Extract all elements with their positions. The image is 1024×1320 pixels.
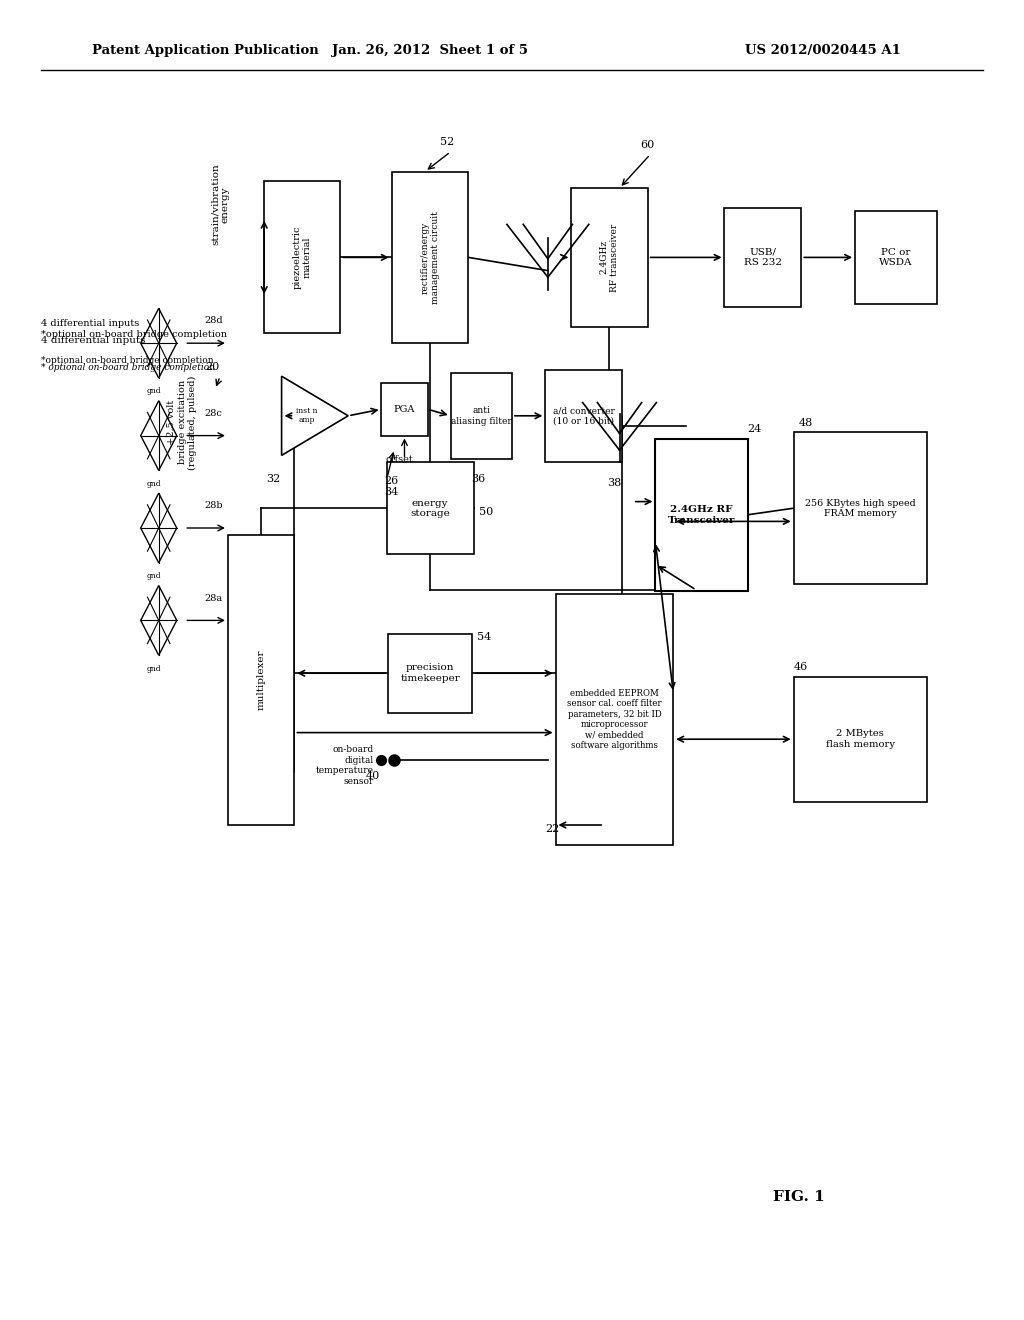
Text: inst n
amp: inst n amp (297, 407, 317, 425)
Text: anti
aliasing filter: anti aliasing filter (451, 407, 512, 425)
Text: 2.4GHz RF
Transceiver: 2.4GHz RF Transceiver (668, 506, 735, 524)
Text: 34: 34 (384, 487, 398, 498)
Bar (388, 634, 472, 713)
Text: 60: 60 (640, 140, 654, 150)
Text: 54: 54 (477, 632, 492, 643)
Text: US 2012/0020445 A1: US 2012/0020445 A1 (745, 44, 901, 57)
Text: a/d converter
(10 or 16 bit): a/d converter (10 or 16 bit) (553, 407, 614, 425)
Bar (571, 187, 647, 326)
Text: PGA: PGA (394, 405, 415, 413)
Bar (794, 676, 927, 801)
Bar (387, 462, 473, 554)
Text: offset: offset (385, 455, 414, 465)
Bar (555, 594, 674, 845)
Text: 52: 52 (440, 137, 455, 148)
Text: 46: 46 (794, 661, 808, 672)
Polygon shape (282, 376, 348, 455)
Bar (227, 535, 295, 825)
Text: 48: 48 (799, 417, 813, 428)
Text: on-board
digital
temperature
sensor: on-board digital temperature sensor (315, 746, 374, 785)
Text: 256 KBytes high speed
FRAM memory: 256 KBytes high speed FRAM memory (805, 499, 915, 517)
Text: 28d: 28d (205, 317, 223, 326)
Text: 28a: 28a (205, 594, 223, 603)
Text: piezoelectric
material: piezoelectric material (293, 226, 311, 289)
Text: * optional on-board bridge completion: * optional on-board bridge completion (41, 363, 215, 372)
Bar (391, 172, 469, 343)
Text: strain/vibration
energy: strain/vibration energy (211, 164, 229, 246)
Text: Patent Application Publication: Patent Application Publication (92, 44, 318, 57)
Text: +2.5 volt
bridge excitation
(regulated, pulsed): +2.5 volt bridge excitation (regulated, … (167, 375, 198, 470)
Bar (855, 211, 937, 304)
Text: multiplexer: multiplexer (257, 649, 265, 710)
Text: gnd: gnd (146, 664, 161, 673)
Text: embedded EEPROM
sensor cal. coeff filter
parameters, 32 bit ID
microprocessor
w/: embedded EEPROM sensor cal. coeff filter… (567, 689, 662, 750)
Bar (655, 438, 748, 591)
Text: rectifier/energy
management circuit: rectifier/energy management circuit (421, 211, 439, 304)
Text: gnd: gnd (146, 572, 161, 581)
Text: gnd: gnd (146, 387, 161, 396)
Text: 26: 26 (384, 477, 398, 487)
Text: 28b: 28b (205, 502, 223, 511)
Text: 36: 36 (471, 474, 485, 484)
Text: 22: 22 (545, 824, 559, 834)
Bar (725, 207, 801, 306)
Text: 4 differential inputs
*optional on-board bridge completion: 4 differential inputs *optional on-board… (41, 319, 227, 339)
Text: 32: 32 (266, 474, 281, 484)
Text: 2 MBytes
flash memory: 2 MBytes flash memory (825, 730, 895, 748)
Text: gnd: gnd (146, 479, 161, 488)
Text: 40: 40 (366, 771, 380, 781)
Bar (381, 383, 428, 436)
Text: USB/
RS 232: USB/ RS 232 (743, 248, 782, 267)
Text: precision
timekeeper: precision timekeeper (400, 664, 460, 682)
Text: 24: 24 (748, 424, 762, 434)
Text: 28c: 28c (205, 409, 222, 418)
Bar (451, 372, 512, 458)
Text: energy
storage: energy storage (411, 499, 450, 517)
Text: 2.4GHz
RF transceiver: 2.4GHz RF transceiver (600, 223, 618, 292)
Text: 20: 20 (205, 362, 219, 372)
Text: FIG. 1: FIG. 1 (773, 1191, 824, 1204)
Text: 4 differential inputs: 4 differential inputs (41, 337, 145, 346)
Bar (264, 181, 340, 333)
Bar (794, 433, 927, 583)
Text: *optional on-board bridge completion: *optional on-board bridge completion (41, 356, 214, 366)
Text: Jan. 26, 2012  Sheet 1 of 5: Jan. 26, 2012 Sheet 1 of 5 (332, 44, 528, 57)
Text: PC or
WSDA: PC or WSDA (880, 248, 912, 267)
Text: 50: 50 (478, 507, 493, 517)
Bar (545, 370, 622, 462)
Text: 38: 38 (606, 478, 621, 488)
